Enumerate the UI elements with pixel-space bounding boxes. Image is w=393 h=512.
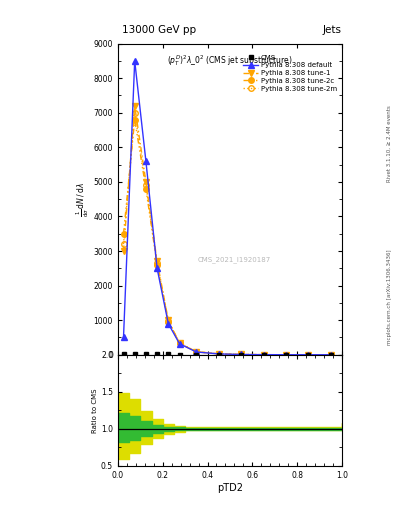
CMS — [194, 352, 198, 358]
Pythia 8.308 tune-1 — [177, 340, 182, 346]
CMS — [143, 351, 148, 357]
Line: Pythia 8.308 tune-1: Pythia 8.308 tune-1 — [121, 103, 334, 357]
Pythia 8.308 tune-1 — [194, 349, 198, 355]
CMS — [306, 352, 311, 358]
Text: mcplots.cern.ch [arXiv:1306.3436]: mcplots.cern.ch [arXiv:1306.3436] — [387, 249, 391, 345]
Pythia 8.308 default — [216, 351, 221, 357]
Pythia 8.308 tune-2m — [261, 352, 266, 358]
Pythia 8.308 tune-1 — [239, 351, 244, 357]
Pythia 8.308 tune-2c — [132, 117, 137, 123]
CMS — [177, 352, 182, 358]
Pythia 8.308 tune-1 — [261, 352, 266, 358]
Pythia 8.308 tune-2c — [329, 352, 333, 358]
CMS — [239, 352, 244, 358]
Pythia 8.308 default — [261, 352, 266, 358]
Pythia 8.308 tune-2c — [121, 230, 126, 237]
Line: Pythia 8.308 default: Pythia 8.308 default — [121, 58, 334, 357]
Pythia 8.308 tune-1 — [155, 259, 160, 265]
Pythia 8.308 tune-2m — [121, 241, 126, 247]
Pythia 8.308 tune-2m — [216, 351, 221, 357]
Pythia 8.308 default — [306, 352, 311, 358]
Pythia 8.308 tune-2c — [143, 186, 148, 192]
Line: Pythia 8.308 tune-2c: Pythia 8.308 tune-2c — [121, 117, 334, 357]
Pythia 8.308 tune-1 — [329, 352, 333, 358]
CMS — [121, 351, 126, 357]
Pythia 8.308 default — [121, 334, 126, 340]
Pythia 8.308 tune-1 — [284, 352, 288, 358]
CMS — [261, 352, 266, 358]
Pythia 8.308 tune-2m — [284, 352, 288, 358]
CMS — [166, 351, 171, 357]
Pythia 8.308 tune-2c — [194, 349, 198, 355]
Pythia 8.308 default — [166, 321, 171, 327]
X-axis label: pTD2: pTD2 — [217, 482, 243, 493]
Pythia 8.308 tune-2c — [177, 340, 182, 347]
Text: Rivet 3.1.10, ≥ 2.4M events: Rivet 3.1.10, ≥ 2.4M events — [387, 105, 391, 182]
Pythia 8.308 tune-2m — [166, 318, 171, 324]
Y-axis label: Ratio to CMS: Ratio to CMS — [92, 388, 98, 433]
Pythia 8.308 tune-2c — [284, 352, 288, 358]
Pythia 8.308 tune-1 — [166, 317, 171, 323]
Pythia 8.308 tune-2c — [239, 351, 244, 357]
Pythia 8.308 tune-1 — [143, 179, 148, 185]
Text: Jets: Jets — [323, 25, 342, 35]
Pythia 8.308 tune-2m — [177, 340, 182, 346]
Pythia 8.308 tune-2c — [261, 352, 266, 358]
Pythia 8.308 default — [143, 158, 148, 164]
Line: CMS: CMS — [121, 352, 333, 357]
Pythia 8.308 tune-2c — [306, 352, 311, 358]
Pythia 8.308 default — [177, 340, 182, 347]
Pythia 8.308 tune-2c — [216, 351, 221, 357]
Pythia 8.308 tune-2m — [239, 351, 244, 357]
CMS — [132, 351, 137, 357]
CMS — [155, 351, 160, 357]
Pythia 8.308 tune-2m — [306, 352, 311, 358]
Y-axis label: $\frac{1}{\mathrm{d}\sigma}\,\mathrm{d}N\,/\,\mathrm{d}\lambda$: $\frac{1}{\mathrm{d}\sigma}\,\mathrm{d}N… — [75, 182, 91, 217]
Pythia 8.308 tune-2c — [155, 262, 160, 268]
Pythia 8.308 tune-2m — [143, 182, 148, 188]
Pythia 8.308 tune-1 — [306, 352, 311, 358]
Pythia 8.308 default — [194, 349, 198, 355]
Text: 13000 GeV pp: 13000 GeV pp — [122, 25, 196, 35]
Pythia 8.308 tune-1 — [121, 248, 126, 254]
Pythia 8.308 tune-1 — [132, 103, 137, 109]
Pythia 8.308 tune-2m — [329, 352, 333, 358]
CMS — [329, 352, 333, 358]
Pythia 8.308 default — [329, 352, 333, 358]
Pythia 8.308 tune-2m — [155, 260, 160, 266]
Pythia 8.308 default — [132, 58, 137, 64]
Legend: CMS, Pythia 8.308 default, Pythia 8.308 tune-1, Pythia 8.308 tune-2c, Pythia 8.3: CMS, Pythia 8.308 default, Pythia 8.308 … — [241, 53, 338, 93]
Pythia 8.308 tune-2c — [166, 319, 171, 325]
Pythia 8.308 default — [239, 351, 244, 357]
Text: CMS_2021_I1920187: CMS_2021_I1920187 — [198, 257, 271, 263]
CMS — [284, 352, 288, 358]
Pythia 8.308 default — [284, 352, 288, 358]
Pythia 8.308 tune-1 — [216, 351, 221, 357]
Text: $(p_T^D)^2\lambda\_0^2$ (CMS jet substructure): $(p_T^D)^2\lambda\_0^2$ (CMS jet substru… — [167, 53, 293, 68]
Line: Pythia 8.308 tune-2m: Pythia 8.308 tune-2m — [121, 110, 334, 357]
Pythia 8.308 tune-2m — [194, 349, 198, 355]
Pythia 8.308 tune-2m — [132, 110, 137, 116]
CMS — [216, 352, 221, 358]
Pythia 8.308 default — [155, 265, 160, 271]
